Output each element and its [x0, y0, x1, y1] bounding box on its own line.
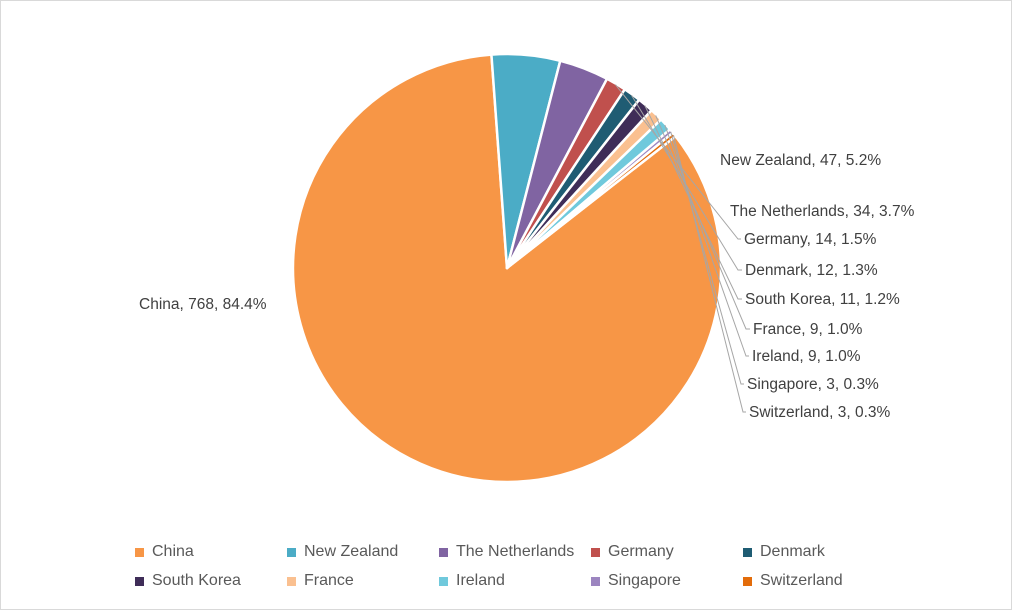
leader-line-south-korea — [644, 105, 742, 300]
legend-label: Denmark — [760, 543, 825, 560]
legend-label: France — [304, 572, 354, 589]
legend-label: China — [152, 543, 194, 560]
leader-line-denmark — [631, 94, 742, 271]
legend-swatch — [439, 576, 448, 586]
data-label-france: France, 9, 1.0% — [753, 321, 863, 338]
legend-item-switzerland: Switzerland — [743, 571, 895, 591]
data-label-singapore: Singapore, 3, 0.3% — [747, 376, 879, 393]
legend-item-denmark: Denmark — [743, 542, 895, 562]
legend-item-china: China — [135, 542, 287, 562]
legend: China New Zealand The Netherlands Germany De… — [135, 542, 895, 591]
legend-swatch — [135, 547, 144, 557]
data-label-ireland: Ireland, 9, 1.0% — [752, 348, 861, 365]
legend-label: Ireland — [456, 572, 505, 589]
data-label-the-netherlands: The Netherlands, 34, 3.7% — [730, 203, 915, 220]
legend-swatch — [287, 576, 296, 586]
legend-swatch — [439, 547, 448, 557]
legend-swatch — [591, 576, 600, 586]
legend-item-the-netherlands: The Netherlands — [439, 542, 591, 562]
leader-line-switzerland — [673, 134, 746, 413]
legend-item-south-korea: South Korea — [135, 571, 287, 591]
data-label-south-korea: South Korea, 11, 1.2% — [745, 291, 900, 308]
data-label-germany: Germany, 14, 1.5% — [744, 231, 877, 248]
legend-item-france: France — [287, 571, 439, 591]
legend-swatch — [287, 547, 296, 557]
legend-item-new-zealand: New Zealand — [287, 542, 439, 562]
data-label-switzerland: Switzerland, 3, 0.3% — [749, 404, 891, 421]
legend-item-germany: Germany — [591, 542, 743, 562]
pie-slices — [291, 52, 723, 484]
legend-swatch — [591, 547, 600, 557]
legend-label: New Zealand — [304, 543, 399, 560]
legend-label: The Netherlands — [456, 543, 575, 560]
legend-label: South Korea — [152, 572, 241, 589]
legend-label: Singapore — [608, 572, 681, 589]
legend-item-ireland: Ireland — [439, 571, 591, 591]
data-label-new-zealand: New Zealand, 47, 5.2% — [720, 152, 881, 169]
legend-label: Germany — [608, 543, 674, 560]
leader-line-ireland — [664, 124, 749, 357]
legend-swatch — [135, 576, 144, 586]
data-labels: China, 768, 84.4% New Zealand, 47, 5.2% Th… — [139, 152, 915, 421]
data-label-china: China, 768, 84.4% — [139, 296, 267, 313]
legend-label: Switzerland — [760, 572, 843, 589]
legend-swatch — [743, 576, 752, 586]
pie-slice-switzerland — [505, 131, 677, 270]
legend-item-singapore: Singapore — [591, 571, 743, 591]
leader-lines — [615, 84, 750, 413]
legend-swatch — [743, 547, 752, 557]
data-label-denmark: Denmark, 12, 1.3% — [745, 262, 878, 279]
